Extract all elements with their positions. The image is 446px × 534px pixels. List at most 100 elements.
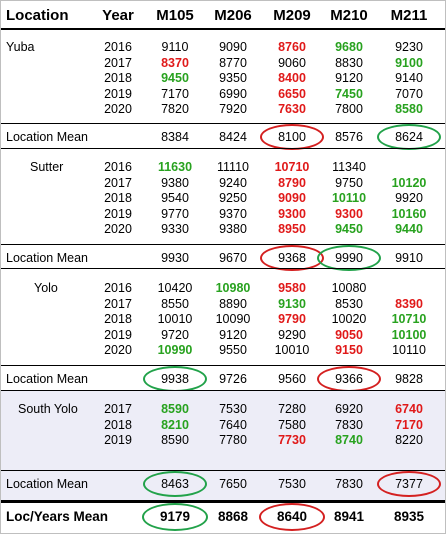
section-rule [1,470,445,471]
yield-value: 9130 [278,296,306,311]
yield-value: 9240 [219,175,247,190]
yield-value: 9090 [278,191,306,205]
yield-value: 10160 [391,206,427,221]
yield-value: 7450 [335,86,363,101]
green-highlight-circle [377,124,441,150]
yield-value: 10020 [331,312,367,326]
location-mean-value: 8576 [335,130,363,144]
location-mean-value: 9930 [161,251,189,265]
year-cell: 2018 [104,417,132,432]
yield-value: 9300 [278,206,306,221]
yield-value: 9450 [161,71,189,85]
yield-value: 10980 [215,281,251,295]
yield-value: 8740 [335,433,363,447]
yield-value: 11110 [217,160,249,174]
yield-value: 8390 [395,296,423,311]
yield-value: 7640 [219,417,247,432]
section-rule [1,123,445,124]
yield-value: 9720 [161,327,189,342]
location-mean-label: Location Mean [6,251,89,265]
location-label: Yolo [34,281,58,295]
yield-value: 7170 [161,86,189,101]
yield-value: 9440 [395,222,423,236]
yield-value: 9680 [335,40,363,54]
year-cell: 2016 [104,40,132,54]
column-header-m211: M211 [390,7,428,24]
year-cell: 2020 [104,343,132,357]
yield-value: 9110 [161,40,189,54]
section-rule [1,148,445,149]
yield-value: 10420 [157,281,193,295]
location-mean-value: 9670 [219,251,247,265]
overall-mean-value: 8941 [333,509,365,524]
yield-value: 9380 [219,222,247,236]
yield-value: 8950 [278,222,306,236]
yield-value: 9300 [335,206,363,221]
location-label: Yuba [6,40,35,54]
yield-value: 7800 [335,102,363,116]
yield-value: 9140 [395,71,423,85]
year-cell: 2017 [104,296,132,311]
green-highlight-circle [317,245,381,271]
yield-value: 8770 [219,55,247,70]
green-highlight-circle [142,503,208,531]
yield-value: 6920 [335,402,363,416]
year-cell: 2016 [104,160,132,174]
year-cell: 2019 [104,206,132,221]
year-cell: 2019 [104,86,132,101]
yield-value: 7280 [278,402,306,416]
yield-value: 10010 [157,312,193,326]
yield-value: 10100 [391,327,427,342]
location-mean-value: 9726 [219,372,247,386]
yield-value: 8580 [395,102,423,116]
red-highlight-circle [317,366,381,392]
yield-value: 11630 [157,160,193,174]
yield-value: 9060 [278,55,306,70]
yield-value: 6740 [395,402,423,416]
year-cell: 2017 [104,55,132,70]
yield-value: 8220 [395,433,423,447]
yield-value: 7830 [335,417,363,432]
yield-value: 9120 [335,71,363,85]
yield-value: 10990 [157,343,193,357]
yield-value: 9290 [278,327,306,342]
location-mean-label: Location Mean [6,477,89,491]
section-rule [1,390,445,391]
yield-value: 10110 [331,191,367,205]
yield-value: 7820 [161,102,189,116]
yield-value: 7170 [395,417,423,432]
location-mean-value: 7530 [278,477,306,491]
yield-value: 7530 [219,402,247,416]
yield-value: 8890 [219,296,247,311]
section-rule [1,365,445,366]
yield-value: 7780 [219,433,247,447]
yield-value: 9920 [395,191,423,205]
yield-value: 8830 [335,55,363,70]
yield-value: 8210 [161,417,189,432]
year-cell: 2020 [104,222,132,236]
red-highlight-circle [259,503,325,531]
column-header-location: Location [6,7,69,24]
column-header-m206: M206 [214,7,252,24]
green-highlight-circle [143,366,207,392]
yield-value: 10110 [392,343,426,357]
yield-value: 8370 [161,55,189,70]
yield-value: 9550 [219,343,247,357]
year-cell: 2018 [104,71,132,85]
yield-value: 10710 [274,160,310,174]
yield-value: 8550 [161,296,189,311]
yield-value: 7580 [278,417,306,432]
year-cell: 2020 [104,102,132,116]
yield-value: 7730 [278,433,306,447]
yield-value: 10710 [391,312,427,326]
yield-value: 10080 [331,281,367,295]
location-mean-value: 9560 [278,372,306,386]
year-cell: 2017 [104,402,132,416]
overall-mean-value: 8868 [217,509,249,524]
year-cell: 2016 [104,281,132,295]
overall-rule [1,501,445,503]
yield-value: 8590 [161,433,189,447]
yield-value: 9540 [161,191,189,205]
yield-value: 9250 [219,191,247,205]
location-mean-value: 7830 [335,477,363,491]
